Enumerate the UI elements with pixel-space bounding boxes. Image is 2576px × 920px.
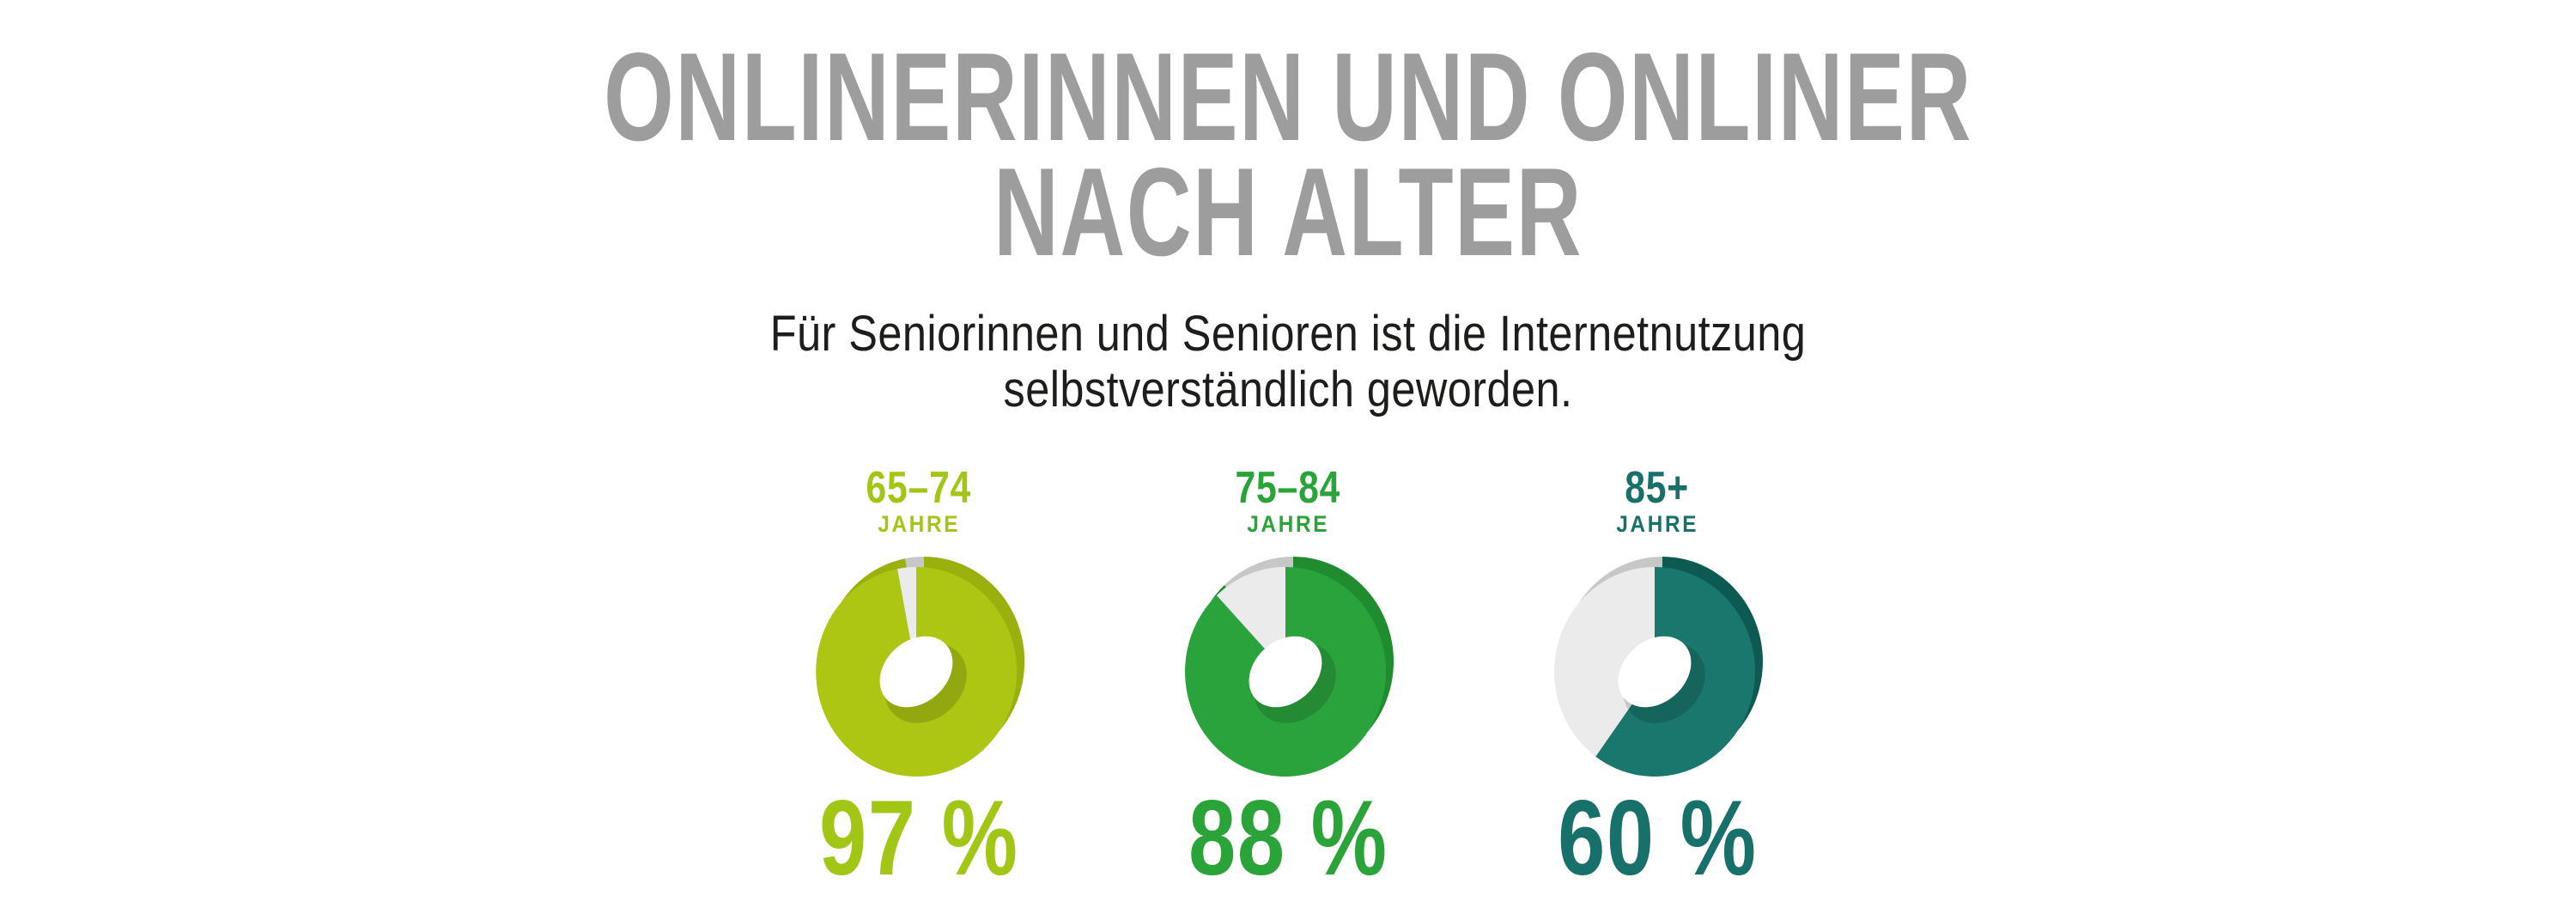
title-line-2: NACH ALTER — [993, 142, 1583, 283]
age-group-column: 65–74 JAHRE 97 % — [734, 462, 1103, 899]
percentage-label: 60 % — [1557, 779, 1758, 899]
donut-hole — [879, 637, 953, 708]
age-unit-label: JAHRE — [878, 511, 960, 538]
donut-chart — [816, 557, 1025, 777]
donut-segment-remainder — [1553, 567, 1655, 758]
donut-segment-remainder — [1216, 567, 1285, 673]
title-line-1: ONLINERINNEN UND ONLINER — [604, 27, 1972, 167]
donut-slot — [1549, 557, 1765, 783]
charts-row: 65–74 JAHRE 97 % 75–84 JAHRE 88 % 85+ JA… — [0, 462, 2576, 899]
donut-hole — [1618, 637, 1692, 708]
percentage-label: 88 % — [1188, 779, 1388, 899]
subtitle-line-2: selbstverständlich geworden. — [1003, 361, 1573, 417]
age-range-label: 75–84 — [1235, 462, 1341, 513]
donut-hole — [1249, 637, 1322, 708]
donut-chart — [1185, 557, 1394, 777]
donut-slot — [811, 557, 1027, 783]
age-unit-label: JAHRE — [1616, 511, 1698, 538]
page-title: ONLINERINNEN UND ONLINER NACH ALTER — [361, 27, 2215, 283]
age-group-column: 75–84 JAHRE 88 % — [1103, 462, 1473, 899]
percentage-label: 97 % — [818, 779, 1019, 899]
subtitle: Für Seniorinnen und Senioren ist die Int… — [167, 305, 2409, 418]
age-range-label: 85+ — [1625, 462, 1690, 513]
subtitle-line-1: Für Seniorinnen und Senioren ist die Int… — [769, 305, 1807, 362]
donut-slot — [1180, 557, 1396, 783]
donut-chart — [1553, 557, 1763, 777]
age-range-label: 65–74 — [866, 462, 972, 513]
age-unit-label: JAHRE — [1247, 511, 1329, 538]
infographic: ONLINERINNEN UND ONLINER NACH ALTER Für … — [0, 27, 2576, 899]
age-group-column: 85+ JAHRE 60 % — [1473, 462, 1842, 899]
